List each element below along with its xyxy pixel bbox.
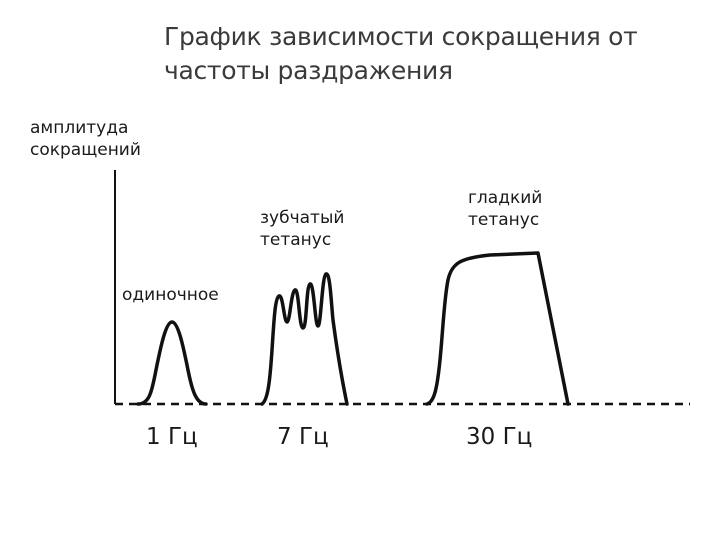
smooth-tetanus-label-line-2: тетанус [468, 210, 540, 230]
title-line-1: График зависимости сокращения от [164, 22, 638, 51]
single-twitch-label: одиночное [122, 284, 219, 306]
single-twitch-label-line-1: одиночное [122, 285, 219, 305]
y-axis-label: амплитуда сокращений [30, 117, 141, 161]
serrated-tetanus-label: зубчатый тетанус [260, 207, 344, 251]
diagram-title: График зависимости сокращения от частоты… [164, 20, 638, 88]
serrated-tetanus-curve [260, 272, 349, 406]
title-line-2: частоты раздражения [164, 56, 453, 85]
smooth-tetanus-label-line-1: гладкий [468, 188, 543, 208]
y-axis-label-line-1: амплитуда [30, 118, 129, 138]
serrated-tetanus-label-line-2: тетанус [260, 230, 332, 250]
single-twitch-curve [136, 320, 208, 406]
smooth-tetanus-label: гладкий тетанус [468, 187, 542, 231]
frequency-label-7hz: 7 Гц [277, 424, 329, 450]
y-axis-label-line-2: сокращений [30, 140, 141, 160]
frequency-label-30hz: 30 Гц [466, 424, 533, 450]
serrated-tetanus-label-line-1: зубчатый [260, 208, 345, 228]
smooth-tetanus-curve [425, 251, 570, 406]
frequency-label-1hz: 1 Гц [146, 424, 198, 450]
